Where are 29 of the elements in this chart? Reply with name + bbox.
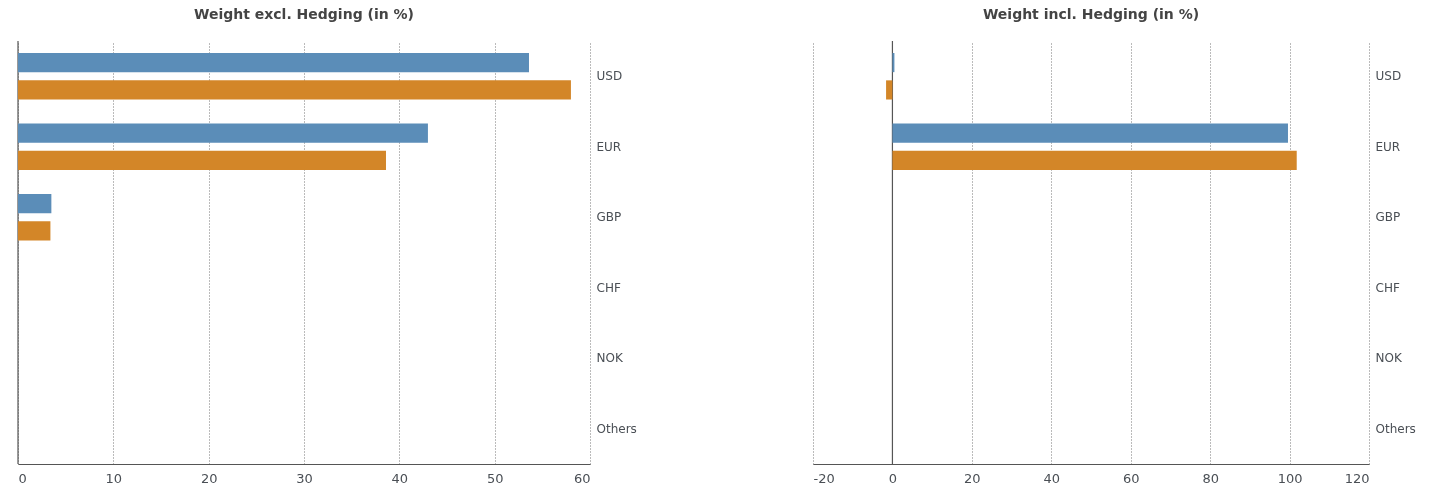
x-tick-label: 100 — [1277, 470, 1303, 486]
y-tick-label: Others — [1375, 421, 1416, 436]
x-tick-label: 0 — [888, 470, 898, 486]
y-tick-label: EUR — [1375, 139, 1401, 154]
x-tick-label: 20 — [964, 470, 981, 486]
y-tick-label: NOK — [1375, 351, 1403, 366]
x-tick-label: 10 — [105, 470, 123, 486]
chart-title: Weight incl. Hedging (in %) — [982, 6, 1200, 23]
y-tick-label: GBP — [1375, 210, 1401, 225]
x-tick-label: 80 — [1202, 470, 1219, 486]
y-tick-label: Others — [596, 421, 637, 436]
x-tick-label: 60 — [573, 470, 591, 486]
chart-title: Weight excl. Hedging (in %) — [194, 6, 414, 23]
x-tick-label: -20 — [813, 470, 835, 486]
y-tick-label: NOK — [596, 351, 624, 366]
x-tick-label: 20 — [200, 470, 218, 486]
x-tick-label: 0 — [18, 470, 27, 486]
x-tick-label: 40 — [1043, 470, 1061, 486]
y-tick-label: CHF — [596, 280, 621, 295]
x-tick-label: 30 — [296, 470, 313, 486]
y-tick-label: GBP — [596, 210, 622, 225]
x-tick-label: 50 — [486, 470, 504, 486]
y-tick-label: CHF — [1375, 280, 1400, 295]
y-tick-label: EUR — [596, 139, 622, 154]
y-tick-label: USD — [596, 69, 623, 84]
x-tick-label: 60 — [1122, 470, 1140, 486]
x-tick-label: 120 — [1344, 470, 1370, 486]
y-tick-label: USD — [1375, 69, 1402, 84]
x-tick-label: 40 — [391, 470, 409, 486]
